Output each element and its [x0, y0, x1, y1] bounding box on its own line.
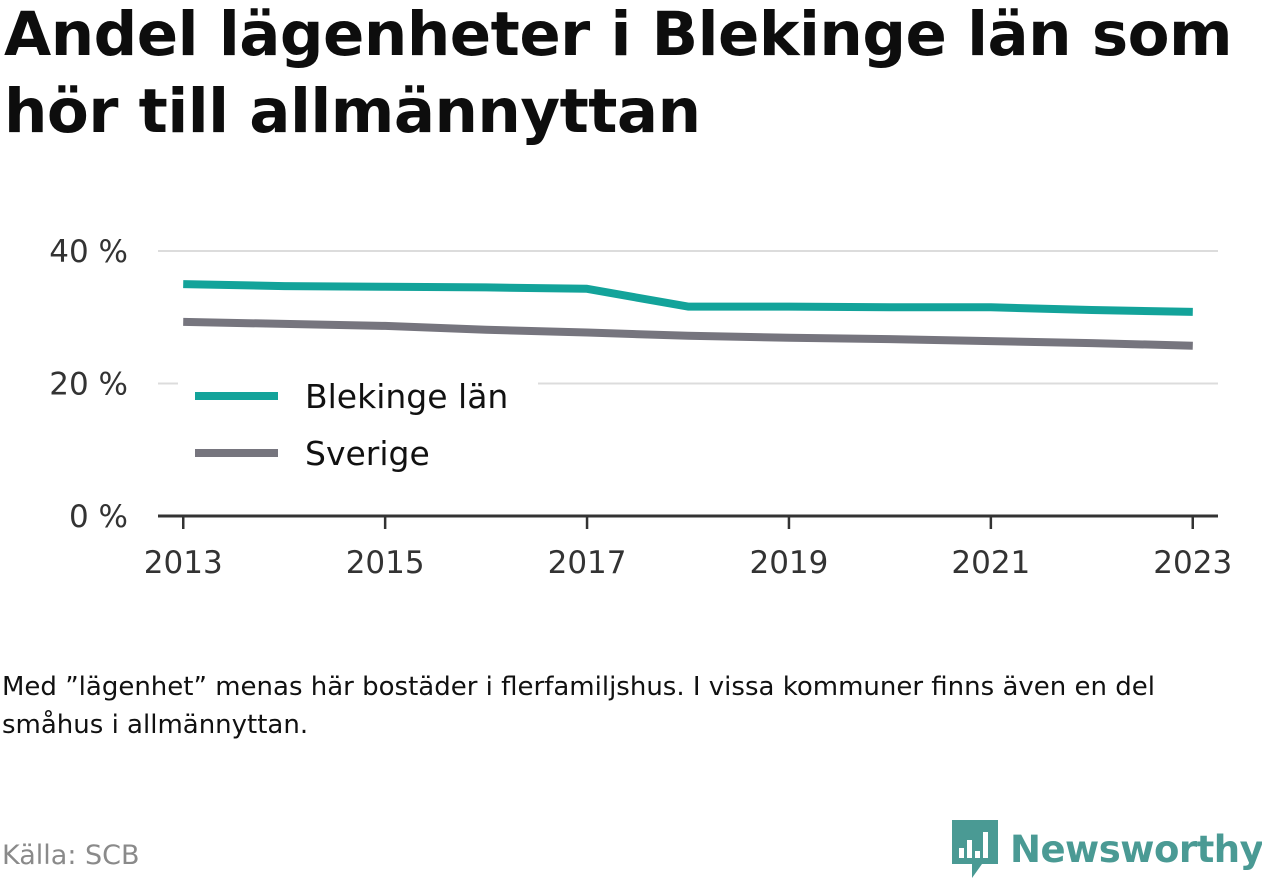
y-axis-labels: 0 % 20 % 40 % — [49, 234, 128, 535]
y-tick-label: 20 % — [49, 367, 128, 403]
legend-label: Blekinge län — [305, 377, 508, 416]
source-label: Källa: SCB — [2, 840, 140, 871]
x-axis: 2013 2015 2017 2019 2021 2023 — [144, 514, 1232, 581]
legend: Blekinge län Sverige — [178, 370, 538, 478]
x-tick-label: 2017 — [548, 545, 627, 581]
x-tick-label: 2021 — [951, 545, 1030, 581]
legend-background — [178, 370, 538, 478]
series-line-0 — [183, 280, 1193, 316]
chart-title: Andel lägenheter i Blekinge län som hör … — [4, 0, 1233, 147]
brand-name: Newsworthy — [1010, 827, 1262, 871]
series-lines — [183, 280, 1193, 350]
bar-chart-speech-bubble-icon — [952, 820, 998, 878]
series-line-1 — [183, 317, 1193, 350]
y-tick-label: 0 % — [69, 499, 128, 535]
x-tick-label: 2023 — [1153, 545, 1232, 581]
gridlines — [158, 250, 1218, 385]
brand-logo: Newsworthy — [950, 818, 1262, 880]
x-tick-label: 2019 — [749, 545, 828, 581]
x-tick-label: 2015 — [346, 545, 425, 581]
x-tick-label: 2013 — [144, 545, 223, 581]
y-tick-label: 40 % — [49, 234, 128, 270]
chart-note: Med ”lägenhet” menas här bostäder i fler… — [2, 672, 1155, 740]
legend-label: Sverige — [305, 434, 430, 473]
